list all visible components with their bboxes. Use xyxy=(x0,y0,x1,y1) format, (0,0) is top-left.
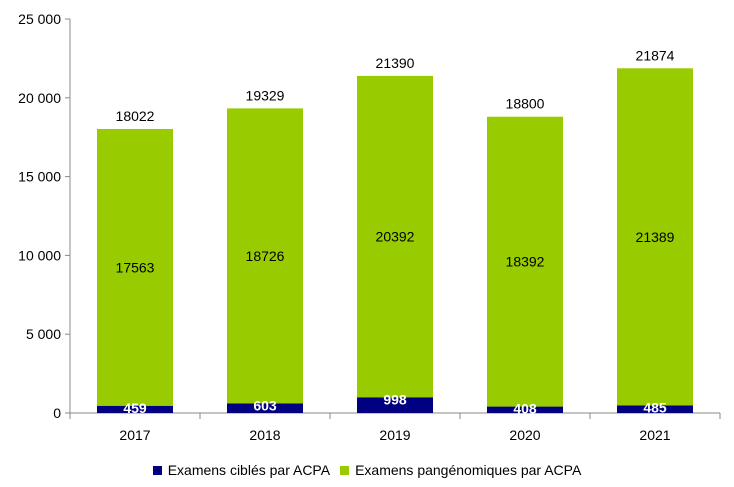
bar-segment-targeted xyxy=(227,403,303,413)
chart-labels: 459 17563 18022 603 18726 19329 998 20392 21390 4… xyxy=(116,47,675,416)
legend-swatch-targeted xyxy=(152,465,162,475)
data-label-pangenomic: 17563 xyxy=(116,259,155,275)
x-tick-label: 2018 xyxy=(249,427,280,443)
y-tick-label: 25 000 xyxy=(18,11,61,27)
x-tick-label: 2017 xyxy=(119,427,150,443)
data-label-pangenomic: 21389 xyxy=(636,229,675,245)
bar-segment-pangenomic xyxy=(357,75,433,398)
bar-segment-pangenomic xyxy=(617,68,693,406)
data-label-total: 18022 xyxy=(116,108,155,124)
legend-label-pangenomic: Examens pangénomiques par ACPA xyxy=(355,462,582,478)
y-tick-label: 10 000 xyxy=(18,247,61,263)
bar-segment-targeted xyxy=(487,406,563,413)
bar-segment-pangenomic xyxy=(97,128,173,406)
data-label-targeted: 603 xyxy=(253,397,277,413)
data-label-targeted: 998 xyxy=(383,391,407,407)
x-tick-label: 2020 xyxy=(509,427,540,443)
y-tick-label: 0 xyxy=(53,405,61,421)
legend-item-pangenomic: Examens pangénomiques par ACPA xyxy=(340,462,581,478)
data-label-total: 18800 xyxy=(506,96,545,112)
chart-bars xyxy=(97,68,693,413)
x-tick-label: 2021 xyxy=(639,427,670,443)
x-tick-label: 2019 xyxy=(379,427,410,443)
chart-axes: 0 5 000 10 000 15 000 20 000 25 000 2017 2018 20… xyxy=(18,11,721,443)
legend-swatch-pangenomic xyxy=(340,465,350,475)
bar-segment-targeted xyxy=(357,397,433,413)
legend-item-targeted: Examens ciblés par ACPA xyxy=(152,462,331,478)
data-label-targeted: 485 xyxy=(643,399,667,415)
bar-segment-targeted xyxy=(617,405,693,413)
y-tick-label: 5 000 xyxy=(26,326,61,342)
data-label-total: 19329 xyxy=(246,87,285,103)
bar-segment-pangenomic xyxy=(227,108,303,404)
data-label-targeted: 408 xyxy=(513,401,537,417)
chart-legend: Examens ciblés par ACPA Examens pangénom… xyxy=(0,462,734,478)
data-label-pangenomic: 18726 xyxy=(246,248,285,264)
legend-label-targeted: Examens ciblés par ACPA xyxy=(167,462,331,478)
data-label-targeted: 459 xyxy=(123,400,147,416)
data-label-pangenomic: 18392 xyxy=(506,254,545,270)
y-tick-label: 15 000 xyxy=(18,169,61,185)
bar-segment-pangenomic xyxy=(487,116,563,407)
data-label-pangenomic: 20392 xyxy=(376,229,415,245)
bar-segment-targeted xyxy=(97,405,173,413)
data-label-total: 21390 xyxy=(376,55,415,71)
data-label-total: 21874 xyxy=(636,47,675,63)
y-tick-label: 20 000 xyxy=(18,90,61,106)
